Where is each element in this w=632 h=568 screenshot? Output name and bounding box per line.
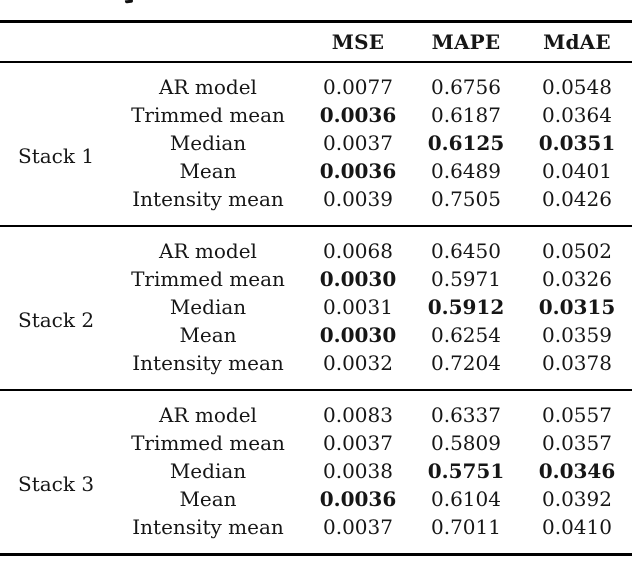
method-cell: AR model <box>159 239 257 263</box>
method-cell: AR model <box>159 75 257 99</box>
stack-group-3: Stack 3 AR model 0.0083 0.6337 0.0557 Tr… <box>0 390 632 555</box>
method-cell: AR model <box>159 403 257 427</box>
mdae-value-cell: 0.0315 <box>538 295 616 319</box>
mape-value-cell: 0.6337 <box>431 403 501 427</box>
mdae-value-cell: 0.0392 <box>542 487 612 511</box>
table-row: Trimmed mean 0.0037 0.5809 0.0357 <box>0 429 632 457</box>
header-spacer-stack <box>0 22 110 63</box>
header-row: MSE MAPE MdAE <box>0 22 632 63</box>
method-cell: Mean <box>179 159 237 183</box>
mse-value-cell: 0.0039 <box>323 187 393 211</box>
mape-value-cell: 0.6187 <box>431 103 501 127</box>
header-spacer-method <box>110 22 306 63</box>
mape-value-cell: 0.6489 <box>431 159 501 183</box>
mape-value-cell: 0.5751 <box>427 459 505 483</box>
stack-label-cell: Stack 1 <box>18 144 95 168</box>
mdae-value-cell: 0.0410 <box>542 515 612 539</box>
mape-value-cell: 0.7011 <box>431 515 501 539</box>
method-cell: Trimmed mean <box>131 431 285 455</box>
mape-value-cell: 0.7204 <box>431 351 501 375</box>
mdae-value-cell: 0.0378 <box>542 351 612 375</box>
method-cell: Trimmed mean <box>131 267 285 291</box>
results-table: MSE MAPE MdAE Stack 1 AR model 0.0077 0.… <box>0 20 632 556</box>
mdae-value-cell: 0.0364 <box>542 103 612 127</box>
table-row: Mean 0.0030 0.6254 0.0359 <box>0 321 632 349</box>
mse-value-cell: 0.0030 <box>319 267 397 291</box>
mse-value-cell: 0.0037 <box>323 515 393 539</box>
mape-value-cell: 0.6125 <box>427 131 505 155</box>
method-cell: Median <box>169 131 247 155</box>
mse-value-cell: 0.0077 <box>323 75 393 99</box>
mape-value-cell: 0.6104 <box>431 487 501 511</box>
mdae-value-cell: 0.0557 <box>542 403 612 427</box>
table-row: Mean 0.0036 0.6104 0.0392 <box>0 485 632 513</box>
mdae-value-cell: 0.0357 <box>542 431 612 455</box>
mape-value-cell: 0.7505 <box>431 187 501 211</box>
table-row: Intensity mean 0.0037 0.7011 0.0410 <box>0 513 632 555</box>
column-header-mse: MSE <box>331 30 385 54</box>
method-cell: Trimmed mean <box>131 103 285 127</box>
mdae-value-cell: 0.0401 <box>542 159 612 183</box>
mse-value-cell: 0.0031 <box>323 295 393 319</box>
mape-value-cell: 0.5971 <box>431 267 501 291</box>
mdae-value-cell: 0.0351 <box>538 131 616 155</box>
mdae-value-cell: 0.0326 <box>542 267 612 291</box>
column-header-mape: MAPE <box>431 30 501 54</box>
mape-value-cell: 0.6254 <box>431 323 501 347</box>
table-row: Intensity mean 0.0039 0.7505 0.0426 <box>0 185 632 226</box>
mse-value-cell: 0.0036 <box>319 103 397 127</box>
method-cell: Intensity mean <box>132 515 284 539</box>
mse-value-cell: 0.0037 <box>323 131 393 155</box>
table-row: Median 0.0038 0.5751 0.0346 <box>0 457 632 485</box>
mse-value-cell: 0.0083 <box>323 403 393 427</box>
method-cell: Mean <box>179 323 237 347</box>
mse-value-cell: 0.0038 <box>323 459 393 483</box>
mse-value-cell: 0.0030 <box>319 323 397 347</box>
caption-fragment <box>124 0 134 4</box>
mape-value-cell: 0.5912 <box>427 295 505 319</box>
stack-label-cell: Stack 2 <box>18 308 95 332</box>
mdae-value-cell: 0.0346 <box>538 459 616 483</box>
mse-value-cell: 0.0036 <box>319 487 397 511</box>
mdae-value-cell: 0.0426 <box>542 187 612 211</box>
mdae-value-cell: 0.0359 <box>542 323 612 347</box>
table-row: Median 0.0031 0.5912 0.0315 <box>0 293 632 321</box>
stack-label-cell: Stack 3 <box>18 472 95 496</box>
mape-value-cell: 0.5809 <box>431 431 501 455</box>
table-row: Trimmed mean 0.0030 0.5971 0.0326 <box>0 265 632 293</box>
mape-value-cell: 0.6450 <box>431 239 501 263</box>
stack-group-1: Stack 1 AR model 0.0077 0.6756 0.0548 Tr… <box>0 62 632 226</box>
table-row: Trimmed mean 0.0036 0.6187 0.0364 <box>0 101 632 129</box>
mse-value-cell: 0.0032 <box>323 351 393 375</box>
stack-group-2: Stack 2 AR model 0.0068 0.6450 0.0502 Tr… <box>0 226 632 390</box>
table-row: Stack 2 AR model 0.0068 0.6450 0.0502 <box>0 226 632 332</box>
table-row: Median 0.0037 0.6125 0.0351 <box>0 129 632 157</box>
column-header-mdae: MdAE <box>543 30 611 54</box>
table-row: Mean 0.0036 0.6489 0.0401 <box>0 157 632 185</box>
method-cell: Intensity mean <box>132 351 284 375</box>
method-cell: Intensity mean <box>132 187 284 211</box>
method-cell: Mean <box>179 487 237 511</box>
table-row: Stack 3 AR model 0.0083 0.6337 0.0557 <box>0 390 632 496</box>
mse-value-cell: 0.0037 <box>323 431 393 455</box>
table-row: Intensity mean 0.0032 0.7204 0.0378 <box>0 349 632 390</box>
mse-value-cell: 0.0068 <box>323 239 393 263</box>
mdae-value-cell: 0.0502 <box>542 239 612 263</box>
table-row: Stack 1 AR model 0.0077 0.6756 0.0548 <box>0 62 632 168</box>
method-cell: Median <box>169 295 247 319</box>
mdae-value-cell: 0.0548 <box>542 75 612 99</box>
mape-value-cell: 0.6756 <box>431 75 501 99</box>
mse-value-cell: 0.0036 <box>319 159 397 183</box>
method-cell: Median <box>169 459 247 483</box>
